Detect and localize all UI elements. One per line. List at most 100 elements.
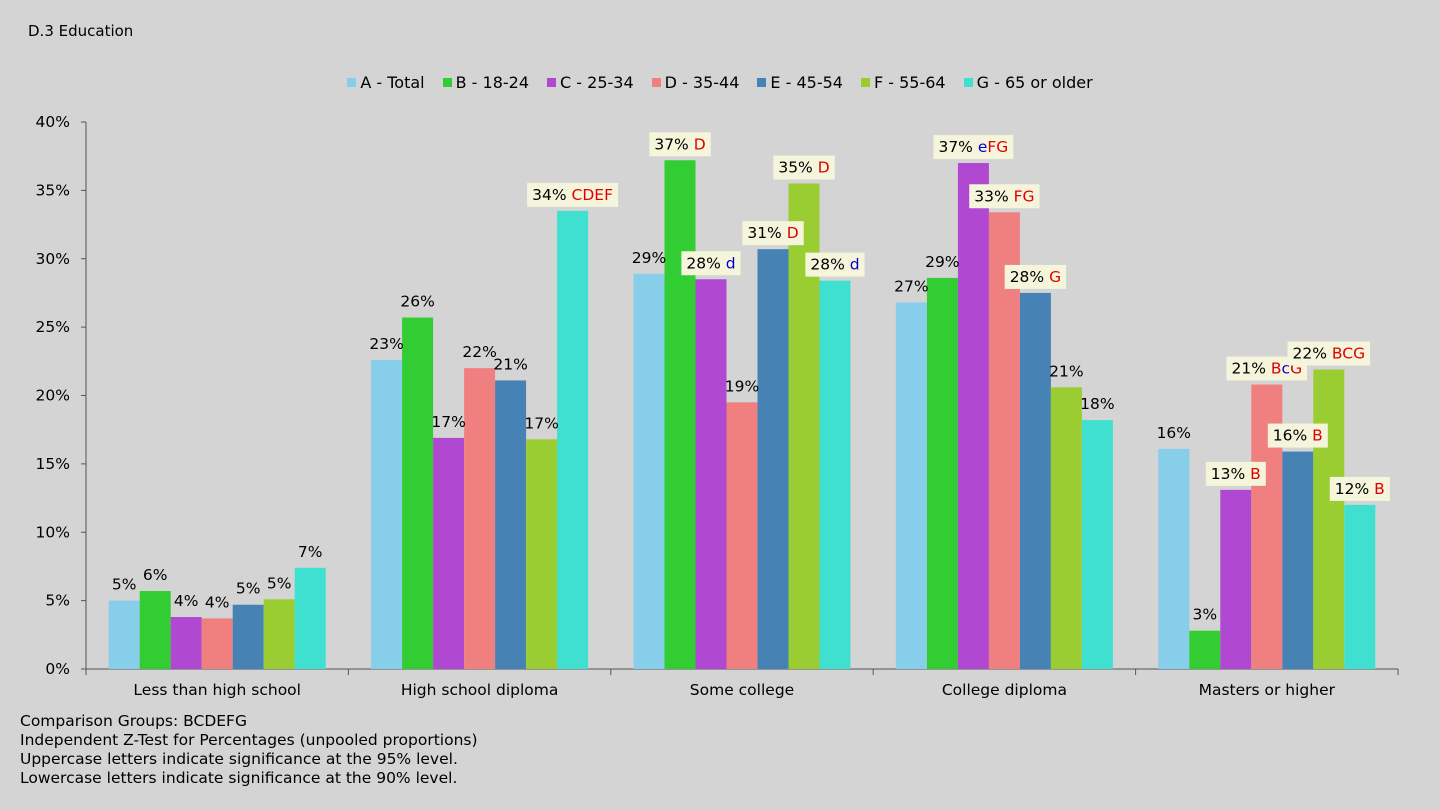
x-tick-label: Some college	[690, 681, 794, 699]
data-label-box	[681, 251, 741, 276]
data-label-box	[1205, 461, 1266, 486]
x-tick-label: Less than high school	[133, 681, 301, 699]
bar	[526, 439, 558, 669]
data-label: 31% D	[747, 224, 798, 242]
bar	[926, 277, 958, 669]
bar	[108, 600, 140, 669]
bar	[263, 599, 295, 669]
legend-label: G - 65 or older	[976, 73, 1093, 92]
data-label: 37% D	[654, 135, 705, 153]
legend-swatch	[442, 78, 452, 87]
bar	[695, 279, 727, 669]
data-label-box	[742, 221, 804, 246]
data-label: 22%	[462, 343, 496, 361]
legend-item: G - 65 or older	[963, 73, 1093, 92]
legend-item: A - Total	[347, 73, 425, 92]
data-label: 16% B	[1273, 427, 1323, 445]
y-tick-label: 35%	[36, 181, 70, 199]
bar	[819, 280, 851, 669]
legend-label: B - 18-24	[455, 73, 530, 92]
y-tick-label: 30%	[36, 250, 70, 268]
legend-swatch	[651, 78, 661, 87]
data-label: 13% B	[1211, 465, 1261, 483]
bar	[402, 317, 434, 669]
bar	[557, 210, 589, 669]
legend-label: D - 35-44	[664, 73, 740, 92]
bar	[371, 359, 403, 669]
data-label: 6%	[143, 566, 168, 584]
bar	[1220, 489, 1252, 669]
legend-item: B - 18-24	[442, 73, 530, 92]
data-label-box	[805, 252, 865, 277]
data-label: 29%	[632, 249, 666, 267]
footnotes: Comparison Groups: BCDEFG Independent Z-…	[20, 712, 478, 788]
data-label: 5%	[236, 580, 261, 598]
x-tick-label: College diploma	[942, 681, 1067, 699]
bar	[1158, 448, 1190, 669]
legend-item: E - 45-54	[757, 73, 843, 92]
data-label-box	[933, 135, 1014, 160]
data-label: 21%	[1049, 362, 1083, 380]
note-lowercase: Lowercase letters indicate significance …	[20, 769, 458, 787]
data-label-box	[1267, 423, 1328, 448]
data-label: 28% d	[686, 254, 735, 272]
legend: A - Total B - 18-24 C - 25-34 D - 35-44 E - …	[0, 73, 1440, 92]
data-label: 21%	[493, 355, 527, 373]
bar	[1081, 420, 1113, 669]
chart-plot: 0% 5% 10% 15% 20% 25% 30% 35% 40% Less than high …	[36, 113, 1399, 699]
bar	[294, 567, 326, 669]
legend-item: F - 55-64	[860, 73, 946, 92]
legend-item: D - 35-44	[651, 73, 740, 92]
data-label: 37% eFG	[938, 138, 1008, 156]
data-label-box	[1287, 341, 1371, 366]
bar	[1282, 451, 1314, 669]
legend-item: C - 25-34	[547, 73, 634, 92]
bar	[139, 591, 171, 669]
data-label-box	[527, 182, 619, 207]
data-label: 29%	[925, 253, 959, 271]
bar	[1019, 292, 1051, 669]
data-label: 28% d	[810, 256, 859, 274]
bar	[464, 368, 496, 669]
legend-swatch	[963, 78, 973, 87]
bar	[957, 163, 989, 669]
data-label-box	[649, 132, 711, 157]
bar	[170, 617, 202, 669]
legend-label: E - 45-54	[770, 73, 843, 92]
bar	[664, 160, 696, 670]
bar	[1344, 504, 1376, 669]
data-label: 7%	[298, 543, 323, 561]
bar	[433, 437, 465, 669]
data-label: 16%	[1157, 424, 1191, 442]
data-label: 5%	[267, 574, 292, 592]
bar	[1313, 369, 1345, 669]
legend-label: F - 55-64	[873, 73, 946, 92]
bar	[232, 604, 264, 669]
data-label: 28% G	[1010, 268, 1061, 286]
chart-title: D.3 Education	[28, 22, 134, 40]
data-label: 17%	[524, 414, 558, 432]
data-label: 23%	[369, 335, 403, 353]
data-label: 26%	[400, 293, 434, 311]
data-label: 12% B	[1335, 480, 1385, 498]
data-label: 4%	[205, 593, 230, 611]
data-label: 35% D	[778, 159, 829, 177]
legend-swatch	[757, 78, 767, 87]
x-tick-label: High school diploma	[401, 681, 559, 699]
data-label: 3%	[1193, 606, 1218, 624]
data-label: 18%	[1080, 395, 1114, 413]
data-label-box	[1004, 264, 1067, 289]
legend-label: C - 25-34	[560, 73, 634, 92]
note-uppercase: Uppercase letters indicate significance …	[20, 750, 458, 768]
legend-label: A - Total	[360, 73, 425, 92]
note-comparison-groups: Comparison Groups: BCDEFG	[20, 712, 247, 730]
data-label: 22% BCG	[1293, 345, 1366, 363]
data-label-box	[969, 184, 1040, 209]
data-label: 4%	[174, 592, 199, 610]
legend-swatch	[347, 78, 357, 87]
bar	[757, 249, 789, 670]
y-tick-label: 40%	[36, 113, 70, 131]
y-tick-label: 5%	[45, 592, 70, 610]
bar	[495, 380, 527, 669]
data-label-box	[1329, 476, 1390, 501]
